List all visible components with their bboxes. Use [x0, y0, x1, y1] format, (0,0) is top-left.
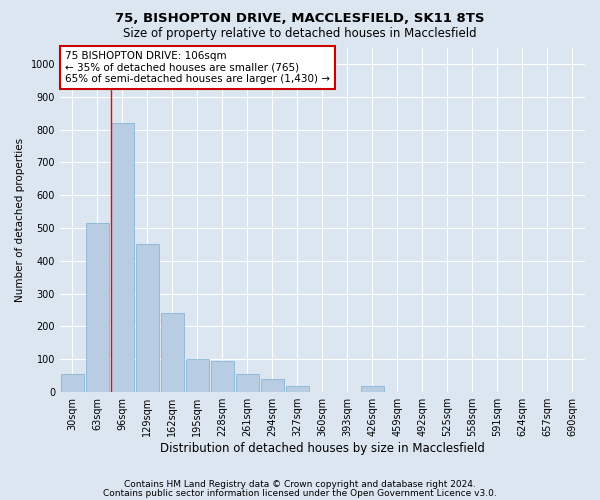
Y-axis label: Number of detached properties: Number of detached properties — [15, 138, 25, 302]
Text: Contains public sector information licensed under the Open Government Licence v3: Contains public sector information licen… — [103, 489, 497, 498]
Text: 75, BISHOPTON DRIVE, MACCLESFIELD, SK11 8TS: 75, BISHOPTON DRIVE, MACCLESFIELD, SK11 … — [115, 12, 485, 26]
Bar — [111, 123, 134, 392]
X-axis label: Distribution of detached houses by size in Macclesfield: Distribution of detached houses by size … — [160, 442, 485, 455]
Bar — [236, 374, 259, 392]
Text: Contains HM Land Registry data © Crown copyright and database right 2024.: Contains HM Land Registry data © Crown c… — [124, 480, 476, 489]
Text: 75 BISHOPTON DRIVE: 106sqm
← 35% of detached houses are smaller (765)
65% of sem: 75 BISHOPTON DRIVE: 106sqm ← 35% of deta… — [65, 51, 330, 84]
Bar — [61, 374, 83, 392]
Bar — [361, 386, 384, 392]
Bar — [211, 361, 233, 392]
Bar — [161, 314, 184, 392]
Bar — [286, 386, 309, 392]
Bar — [136, 244, 158, 392]
Bar — [86, 223, 109, 392]
Text: Size of property relative to detached houses in Macclesfield: Size of property relative to detached ho… — [123, 28, 477, 40]
Bar — [261, 379, 284, 392]
Bar — [186, 360, 209, 392]
